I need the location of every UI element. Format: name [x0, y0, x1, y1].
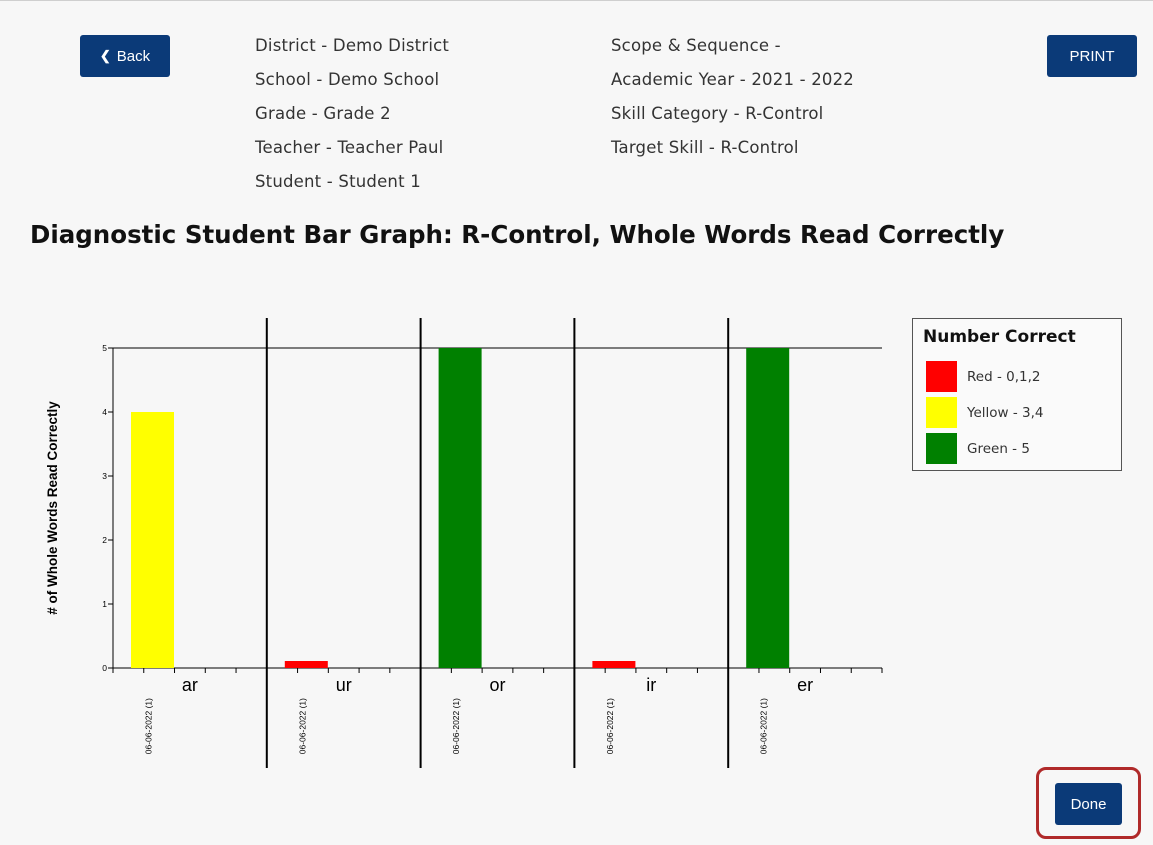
y-axis-label: # of Whole Words Read Correctly: [45, 401, 60, 615]
y-tick-label: 0: [102, 663, 107, 673]
category-label-ir: ir: [646, 675, 656, 695]
teacher-info: Teacher - Teacher Paul: [255, 138, 444, 157]
bar-ir: [592, 661, 636, 668]
y-tick-label: 3: [102, 471, 107, 481]
legend-swatch-red: [926, 361, 957, 392]
category-label-er: er: [797, 675, 813, 695]
legend-swatch-yellow: [926, 397, 957, 428]
academic-year-info: Academic Year - 2021 - 2022: [611, 70, 854, 89]
category-label-ar: ar: [182, 675, 198, 695]
back-button-label: Back: [116, 47, 151, 65]
y-tick-label: 4: [102, 407, 107, 417]
scope-sequence-info: Scope & Sequence -: [611, 36, 781, 55]
legend-label-yellow: Yellow - 3,4: [967, 404, 1044, 421]
report-info-right: Scope & Sequence - Academic Year - 2021 …: [611, 34, 854, 170]
student-info: Student - Student 1: [255, 172, 421, 191]
date-label-ur: 06-06-2022 (1): [297, 698, 307, 754]
legend-label-red: Red - 0,1,2: [967, 368, 1041, 385]
district-info: District - Demo District: [255, 36, 450, 55]
top-divider: [0, 0, 1153, 1]
bar-or: [438, 348, 482, 668]
y-tick-label: 1: [102, 599, 107, 609]
legend-swatch-green: [926, 433, 957, 464]
legend-item-green: Green - 5: [926, 433, 1030, 464]
bar-ur: [284, 661, 328, 668]
chart-title: Diagnostic Student Bar Graph: R-Control,…: [30, 220, 1005, 249]
target-skill-info: Target Skill - R-Control: [611, 138, 799, 157]
date-label-er: 06-06-2022 (1): [759, 698, 769, 754]
bar-er: [746, 348, 790, 668]
legend-item-yellow: Yellow - 3,4: [926, 397, 1044, 428]
school-info: School - Demo School: [255, 70, 440, 89]
chart-legend: Number Correct Red - 0,1,2 Yellow - 3,4 …: [912, 318, 1122, 471]
bar-chart: 0 1 2 3 4 5 # of Whole Words Read Correctly ar 0…: [45, 318, 883, 768]
category-label-or: or: [489, 675, 505, 695]
print-button-label: PRINT: [1069, 47, 1115, 65]
date-label-ar: 06-06-2022 (1): [144, 698, 154, 754]
report-info-left: District - Demo District School - Demo S…: [255, 34, 449, 204]
chevron-left-icon: ❮: [99, 48, 111, 63]
skill-category-info: Skill Category - R-Control: [611, 104, 824, 123]
bar-ar: [131, 412, 174, 668]
done-highlight-frame: [1036, 767, 1141, 839]
print-button[interactable]: PRINT: [1047, 35, 1137, 77]
y-tick-label: 5: [102, 343, 107, 353]
grade-info: Grade - Grade 2: [255, 104, 391, 123]
legend-label-green: Green - 5: [967, 440, 1030, 457]
date-label-ir: 06-06-2022 (1): [605, 698, 615, 754]
back-button[interactable]: ❮ Back: [80, 35, 170, 77]
legend-title: Number Correct: [923, 327, 1076, 347]
done-button[interactable]: Done: [1055, 783, 1122, 825]
date-label-or: 06-06-2022 (1): [451, 698, 461, 754]
category-label-ur: ur: [336, 675, 352, 695]
legend-item-red: Red - 0,1,2: [926, 361, 1040, 392]
y-tick-label: 2: [102, 535, 107, 545]
done-button-label: Done: [1070, 795, 1107, 813]
